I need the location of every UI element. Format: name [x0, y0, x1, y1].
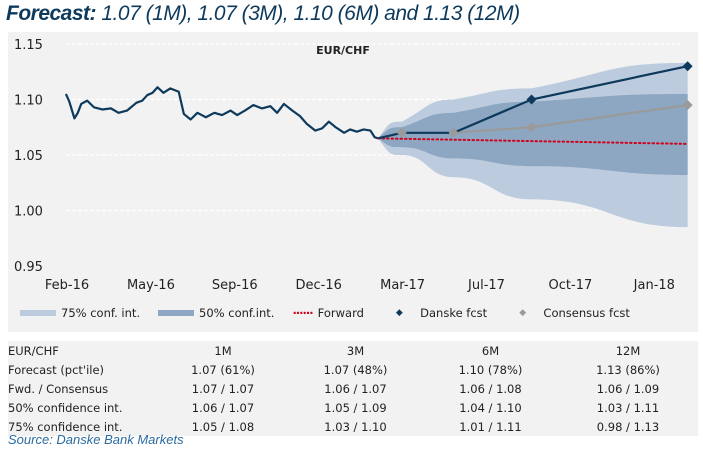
- diamond-icon: ◆: [395, 308, 403, 318]
- consensus-point: [396, 127, 407, 138]
- table-cell: 1.05 / 1.08: [191, 419, 255, 434]
- table-cell: EUR/CHF: [8, 343, 59, 358]
- x-tick-label: Feb-16: [45, 278, 89, 293]
- table-header: EUR/CHF 1M 3M 6M 12M: [8, 341, 698, 360]
- table-cell: 1.06 / 1.07: [324, 381, 387, 396]
- swatch-75: [20, 310, 56, 316]
- table-cell: 6M: [481, 343, 500, 358]
- table-row: Fwd. / Consensus 1.07 / 1.07 1.06 / 1.07 1.…: [8, 379, 698, 398]
- table-cell: 1.07 / 1.07: [191, 381, 255, 396]
- x-tick-label: Jul-17: [467, 278, 505, 293]
- table-cell: 1M: [214, 343, 232, 358]
- consensus-point: [526, 122, 537, 133]
- chart-title: Forecast: 1.07 (1M), 1.07 (3M), 1.10 (6M…: [6, 2, 520, 25]
- legend-item-50: 50% conf.int.: [158, 306, 274, 320]
- legend-label: Consensus fcst: [543, 306, 630, 320]
- table-row: Forecast (pct'ile) 1.07 (61%) 1.07 (48%) 1.…: [8, 360, 698, 379]
- dotted-line-icon: ······: [292, 306, 313, 320]
- table-cell: 1.06 / 1.09: [596, 381, 660, 396]
- legend: 75% conf. int. 50% conf.int. ······ Forwa…: [20, 306, 690, 320]
- table-cell: 1.13 (86%): [596, 362, 660, 377]
- swatch-50: [158, 310, 195, 316]
- table-cell: 1.06 / 1.07: [191, 400, 255, 415]
- spot-line: [64, 86, 379, 140]
- danske-point: [526, 94, 537, 105]
- table-cell: 1.07 (48%): [323, 362, 388, 377]
- danske-point: [682, 61, 693, 72]
- legend-item-75: 75% conf. int.: [20, 306, 140, 320]
- y-tick-label: 1.10: [14, 94, 43, 109]
- table-cell: 75% confidence int.: [8, 419, 123, 434]
- legend-item-danske: ◆ Danske fcst: [396, 306, 487, 320]
- x-tick-label: Jan-18: [633, 278, 675, 293]
- diamond-icon: ◆: [519, 308, 527, 318]
- forward-line: [377, 137, 689, 145]
- legend-item-forward: ······ Forward: [292, 306, 363, 320]
- y-tick-label: 0.95: [14, 260, 43, 275]
- legend-label: 75% conf. int.: [61, 306, 141, 320]
- table-cell: 1.10 (78%): [458, 362, 523, 377]
- table-cell: 50% confidence int.: [8, 400, 123, 415]
- forecast-table: EUR/CHF 1M 3M 6M 12M Forecast (pct'ile) 1…: [8, 341, 698, 436]
- x-tick-label: Mar-17: [380, 278, 425, 293]
- table-row: 50% confidence int. 1.06 / 1.07 1.05 / 1.0…: [8, 398, 698, 417]
- table-cell: 1.03 / 1.11: [596, 400, 660, 415]
- x-tick-label: Sep-16: [212, 278, 258, 293]
- source-note: Source: Danske Bank Markets: [8, 432, 184, 447]
- chart-inner-title: EUR/CHF: [316, 44, 370, 57]
- legend-label: Danske fcst: [420, 306, 488, 320]
- table-cell: Fwd. / Consensus: [8, 381, 109, 396]
- table-cell: 1.03 / 1.10: [324, 419, 387, 434]
- y-tick-label: 1.05: [14, 149, 43, 164]
- table-cell: 1.04 / 1.10: [459, 400, 522, 415]
- table-cell: 3M: [346, 343, 365, 358]
- legend-label: Forward: [317, 306, 364, 320]
- y-tick-label: 1.15: [14, 38, 43, 53]
- table-cell: 12M: [615, 343, 641, 358]
- table-cell: Forecast (pct'ile): [8, 362, 105, 377]
- x-tick-label: May-16: [127, 278, 175, 293]
- legend-label: 50% conf.int.: [199, 306, 275, 320]
- band-50: [378, 93, 688, 175]
- legend-item-consensus: ◆ Consensus fcst: [519, 306, 630, 320]
- consensus-point: [448, 127, 459, 138]
- consensus-point: [682, 100, 693, 111]
- table-cell: 1.06 / 1.08: [459, 381, 522, 396]
- x-tick-label: Dec-16: [296, 278, 342, 293]
- table-cell: 1.01 / 1.11: [459, 419, 522, 434]
- x-tick-label: Oct-17: [549, 278, 593, 293]
- y-tick-label: 1.00: [14, 205, 43, 220]
- table-row: 75% confidence int. 1.05 / 1.08 1.03 / 1.1…: [8, 417, 698, 436]
- table-cell: 1.07 (61%): [191, 362, 255, 377]
- table-cell: 0.98 / 1.13: [596, 419, 660, 434]
- table-cell: 1.05 / 1.09: [324, 400, 387, 415]
